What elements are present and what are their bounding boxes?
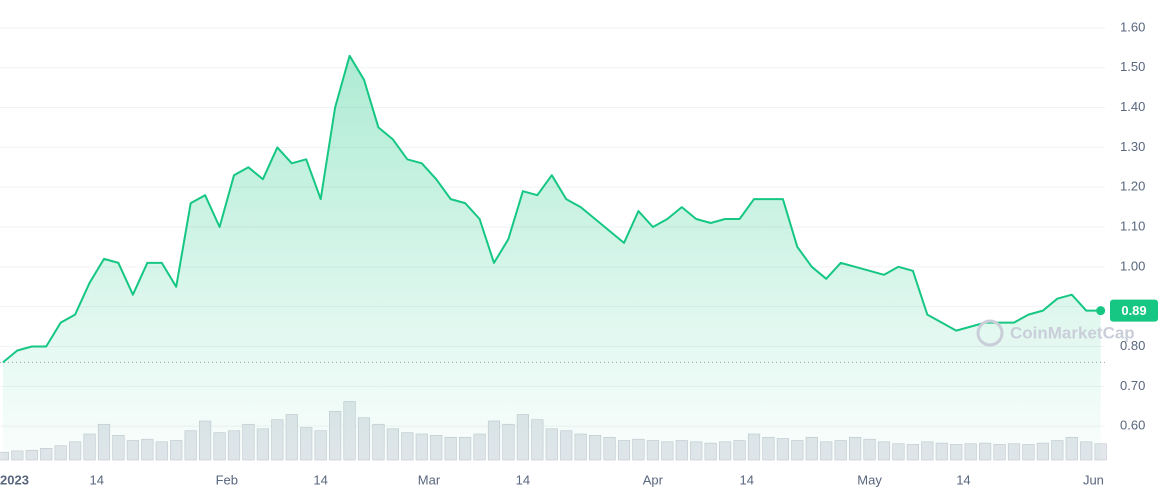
x-tick-label: Apr: [643, 472, 664, 487]
x-tick-label: 14: [956, 472, 970, 487]
x-tick-label: 14: [516, 472, 530, 487]
x-tick-label: Feb: [216, 472, 238, 487]
price-tag: [1110, 299, 1158, 322]
x-tick-label: 14: [313, 472, 327, 487]
x-tick-label: 14: [90, 472, 104, 487]
price-line: [2, 54, 1101, 364]
y-tick-label: 1.40: [1120, 99, 1145, 114]
x-tick-label: Mar: [418, 472, 441, 487]
x-tick-label: 14: [740, 472, 754, 487]
area: [2, 55, 1101, 461]
y-tick-label: 0.80: [1120, 338, 1145, 353]
y-tick-label: 1.10: [1120, 218, 1145, 233]
x-tick-label: Jun: [1083, 472, 1104, 487]
watermark: CoinMarketCap: [976, 319, 1135, 347]
x-tick-label: May: [857, 472, 882, 487]
y-tick-label: 1.20: [1120, 179, 1145, 194]
y-tick-label: 0.60: [1120, 418, 1145, 433]
y-tick-label: 1.30: [1120, 139, 1145, 154]
y-tick-label: 1.60: [1120, 19, 1145, 34]
y-tick-label: 1.00: [1120, 258, 1145, 273]
last-point: [1096, 306, 1106, 316]
watermark-text: CoinMarketCap: [1010, 323, 1135, 342]
y-tick-label: 0.70: [1120, 378, 1145, 393]
x-tick-label: 2023: [0, 472, 29, 487]
price-tag-label: 0.89: [1121, 303, 1146, 318]
y-tick-label: 1.50: [1120, 59, 1145, 74]
